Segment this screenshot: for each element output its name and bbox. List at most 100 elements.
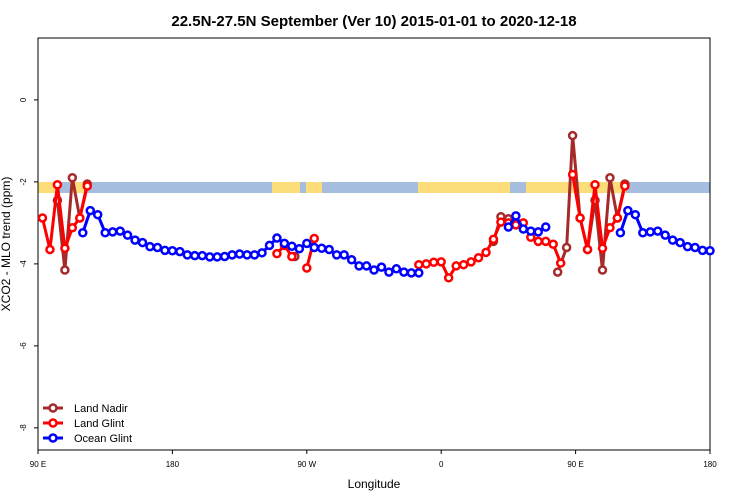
- point: [197, 250, 208, 261]
- point: [100, 227, 110, 238]
- point: [316, 243, 327, 254]
- point: [339, 250, 349, 260]
- y-tick-label: 0: [19, 97, 28, 102]
- point: [302, 263, 312, 273]
- point: [212, 252, 222, 262]
- point: [582, 244, 593, 255]
- point: [85, 205, 96, 216]
- point: [451, 261, 461, 271]
- point: [130, 235, 140, 245]
- legend-label: Land Glint: [74, 418, 124, 430]
- point: [249, 250, 260, 260]
- point: [630, 209, 641, 220]
- point: [488, 234, 499, 245]
- point: [533, 227, 544, 237]
- point: [302, 238, 312, 249]
- point: [92, 209, 103, 220]
- point: [152, 242, 163, 253]
- point: [309, 233, 320, 244]
- point: [511, 211, 521, 221]
- point: [391, 264, 402, 274]
- point: [324, 244, 334, 255]
- point: [294, 243, 305, 254]
- point: [107, 227, 118, 237]
- point: [376, 262, 387, 272]
- point: [552, 267, 563, 277]
- point: [615, 227, 626, 238]
- point: [605, 173, 615, 183]
- point: [384, 267, 394, 277]
- y-axis-label: XCO2 - MLO trend (ppm): [0, 177, 13, 312]
- legend-label: Ocean Glint: [74, 433, 132, 445]
- point: [567, 130, 578, 141]
- point: [496, 217, 506, 227]
- legend-label: Land Nadir: [74, 403, 128, 415]
- point: [690, 242, 700, 253]
- point: [369, 265, 379, 275]
- point: [45, 244, 55, 255]
- point: [575, 213, 585, 223]
- point: [428, 257, 439, 267]
- point: [175, 246, 185, 257]
- point: [204, 252, 215, 262]
- point: [37, 213, 48, 223]
- point: [561, 242, 572, 253]
- point: [75, 213, 85, 223]
- x-tick-label: 90 E: [567, 460, 583, 469]
- x-tick-label: 180: [703, 460, 717, 469]
- point: [620, 181, 630, 191]
- x-axis-label: Longitude: [348, 477, 401, 491]
- y-tick-label: -8: [19, 424, 28, 432]
- point: [182, 250, 193, 260]
- point: [242, 250, 252, 260]
- point: [60, 265, 70, 275]
- point: [272, 248, 282, 259]
- point: [652, 226, 663, 236]
- legend-marker: [48, 418, 58, 428]
- point: [67, 173, 78, 183]
- point: [667, 235, 678, 245]
- point: [443, 273, 454, 283]
- x-tick-label: 90 W: [297, 460, 316, 469]
- point: [399, 267, 409, 277]
- point: [309, 242, 320, 253]
- point: [481, 247, 491, 258]
- point: [540, 236, 551, 247]
- point: [361, 261, 372, 271]
- point: [137, 237, 148, 248]
- x-tick-label: 180: [166, 460, 180, 469]
- point: [567, 169, 578, 180]
- point: [605, 223, 615, 233]
- point: [697, 245, 708, 256]
- plot-frame: [37, 37, 711, 451]
- point: [279, 238, 290, 249]
- point: [458, 259, 469, 270]
- point: [257, 248, 267, 258]
- point: [67, 223, 78, 233]
- x-tick-label: 0: [439, 460, 444, 469]
- point: [406, 268, 417, 278]
- point: [466, 257, 476, 267]
- point: [421, 259, 432, 269]
- point: [705, 246, 715, 256]
- point: [518, 224, 529, 234]
- point: [473, 252, 484, 263]
- point: [436, 257, 446, 267]
- point: [638, 227, 648, 238]
- point: [272, 233, 282, 243]
- point: [219, 251, 230, 262]
- point: [645, 227, 656, 237]
- point: [78, 227, 88, 238]
- y-tick-label: -2: [19, 178, 28, 186]
- y-tick-label: -6: [19, 342, 28, 350]
- point: [52, 180, 63, 190]
- point: [82, 181, 93, 191]
- point: [414, 259, 424, 270]
- point: [414, 268, 424, 278]
- point: [612, 213, 623, 223]
- point: [660, 230, 670, 240]
- point: [675, 237, 685, 248]
- point: [160, 245, 170, 256]
- point: [287, 251, 297, 262]
